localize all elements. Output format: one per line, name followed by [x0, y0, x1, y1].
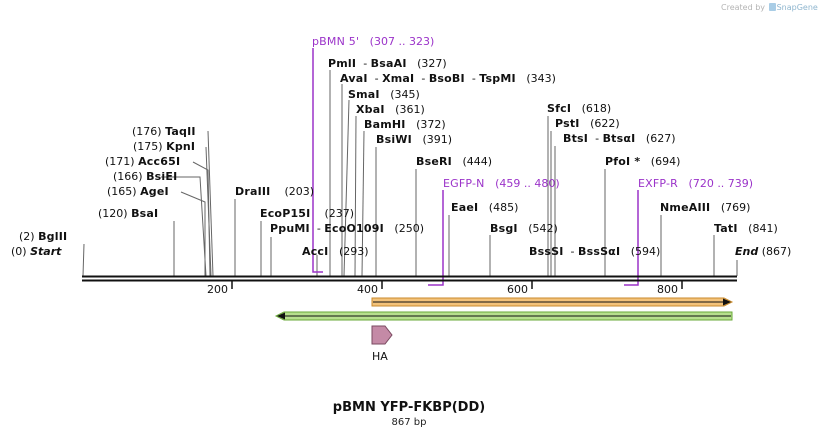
- tick-label-800: 800: [657, 283, 678, 296]
- enzyme-label-pfoi[interactable]: PfoI * (694): [605, 155, 681, 168]
- primer-label-exfpr[interactable]: EXFP-R (720 .. 739): [638, 177, 754, 190]
- enzyme-label-bsiwi[interactable]: BsiWI (391): [376, 133, 453, 146]
- green-arrow-head: [277, 312, 285, 320]
- primer-lines: [312, 48, 639, 286]
- enzyme-label-avai[interactable]: AvaI - XmaI - BsoBI - TspMI (343): [340, 72, 556, 85]
- enzyme-label-bglii[interactable]: (2) BglII: [19, 230, 68, 243]
- enzyme-label-agei[interactable]: (165) AgeI: [107, 185, 169, 198]
- enzyme-label-bsgi[interactable]: BsgI (542): [490, 222, 558, 235]
- enzyme-label-bsai[interactable]: (120) BsaI: [98, 207, 159, 220]
- tick-label-200: 200: [207, 283, 228, 296]
- enzyme-label-bseri[interactable]: BseRI (444): [416, 155, 493, 168]
- enzyme-label-acci[interactable]: AccI (293): [302, 245, 369, 258]
- end-label: End (867): [735, 245, 792, 258]
- cut-line-kpni: [205, 146, 212, 277]
- enzyme-label-draiii[interactable]: DraIII (203): [235, 185, 315, 198]
- enzyme-label-bamhi[interactable]: BamHI (372): [364, 118, 446, 131]
- map-length: 867 bp: [391, 417, 427, 428]
- feature-label-ha[interactable]: HA: [372, 350, 388, 363]
- tick-label-600: 600: [507, 283, 528, 296]
- primer-line-exfpr: [624, 190, 639, 286]
- snapgene-credit: Created by SnapGene: [721, 3, 818, 12]
- enzyme-label-psti[interactable]: PstI (622): [555, 117, 620, 130]
- ruler-ticks: [231, 281, 683, 289]
- primer-line-pbmn5: [312, 48, 323, 273]
- enzyme-label-nmeaiii[interactable]: NmeAIII (769): [660, 201, 751, 214]
- enzyme-label-tati[interactable]: TatI (841): [714, 222, 778, 235]
- orange-arrow-head: [723, 298, 731, 306]
- cut-site-lines: [82, 70, 738, 277]
- enzyme-label-ppumi[interactable]: PpuMI - EcoO109I (250): [270, 222, 424, 235]
- ha-feature-arrow[interactable]: [371, 325, 393, 345]
- cut-line-bamhi: [361, 130, 365, 277]
- cut-line-bglii: [82, 243, 85, 277]
- primer-line-egfpn: [428, 190, 444, 286]
- enzyme-label-taqii[interactable]: (176) TaqII: [132, 125, 196, 138]
- enzyme-label-bsssi[interactable]: BssSI - BssSαI (594): [529, 245, 661, 258]
- enzyme-label-pmli[interactable]: PmlI - BsaAI (327): [328, 57, 447, 70]
- enzyme-label-xbai[interactable]: XbaI (361): [356, 103, 425, 116]
- enzyme-label-eaei[interactable]: EaeI (485): [451, 201, 519, 214]
- primer-label-pbmn5[interactable]: pBMN 5' (307 .. 323): [312, 35, 435, 48]
- enzyme-label-acc65i[interactable]: (171) Acc65I: [105, 155, 181, 168]
- enzyme-label-sfci[interactable]: SfcI (618): [547, 102, 612, 115]
- snapgene-logo-icon: [768, 3, 776, 11]
- enzyme-label-bsiei[interactable]: (166) BsiEI: [113, 170, 178, 183]
- enzyme-label-btsi[interactable]: BtsI - BtsαI (627): [563, 132, 676, 145]
- enzyme-label-smai[interactable]: SmaI (345): [348, 88, 420, 101]
- cut-line-bsiei: [161, 176, 207, 277]
- map-title: pBMN YFP-FKBP(DD): [332, 400, 486, 415]
- enzyme-label-kpni[interactable]: (175) KpnI: [133, 140, 196, 153]
- enzyme-label-ecop15i[interactable]: EcoP15I (237): [260, 207, 355, 220]
- primer-label-egfpn[interactable]: EGFP-N (459 .. 480): [443, 177, 560, 190]
- cut-line-taqii: [207, 130, 214, 277]
- tick-label-400: 400: [357, 283, 378, 296]
- cut-line-smai: [343, 99, 350, 277]
- cut-line-xbai: [354, 115, 357, 277]
- start-label: (0) Start: [11, 245, 62, 258]
